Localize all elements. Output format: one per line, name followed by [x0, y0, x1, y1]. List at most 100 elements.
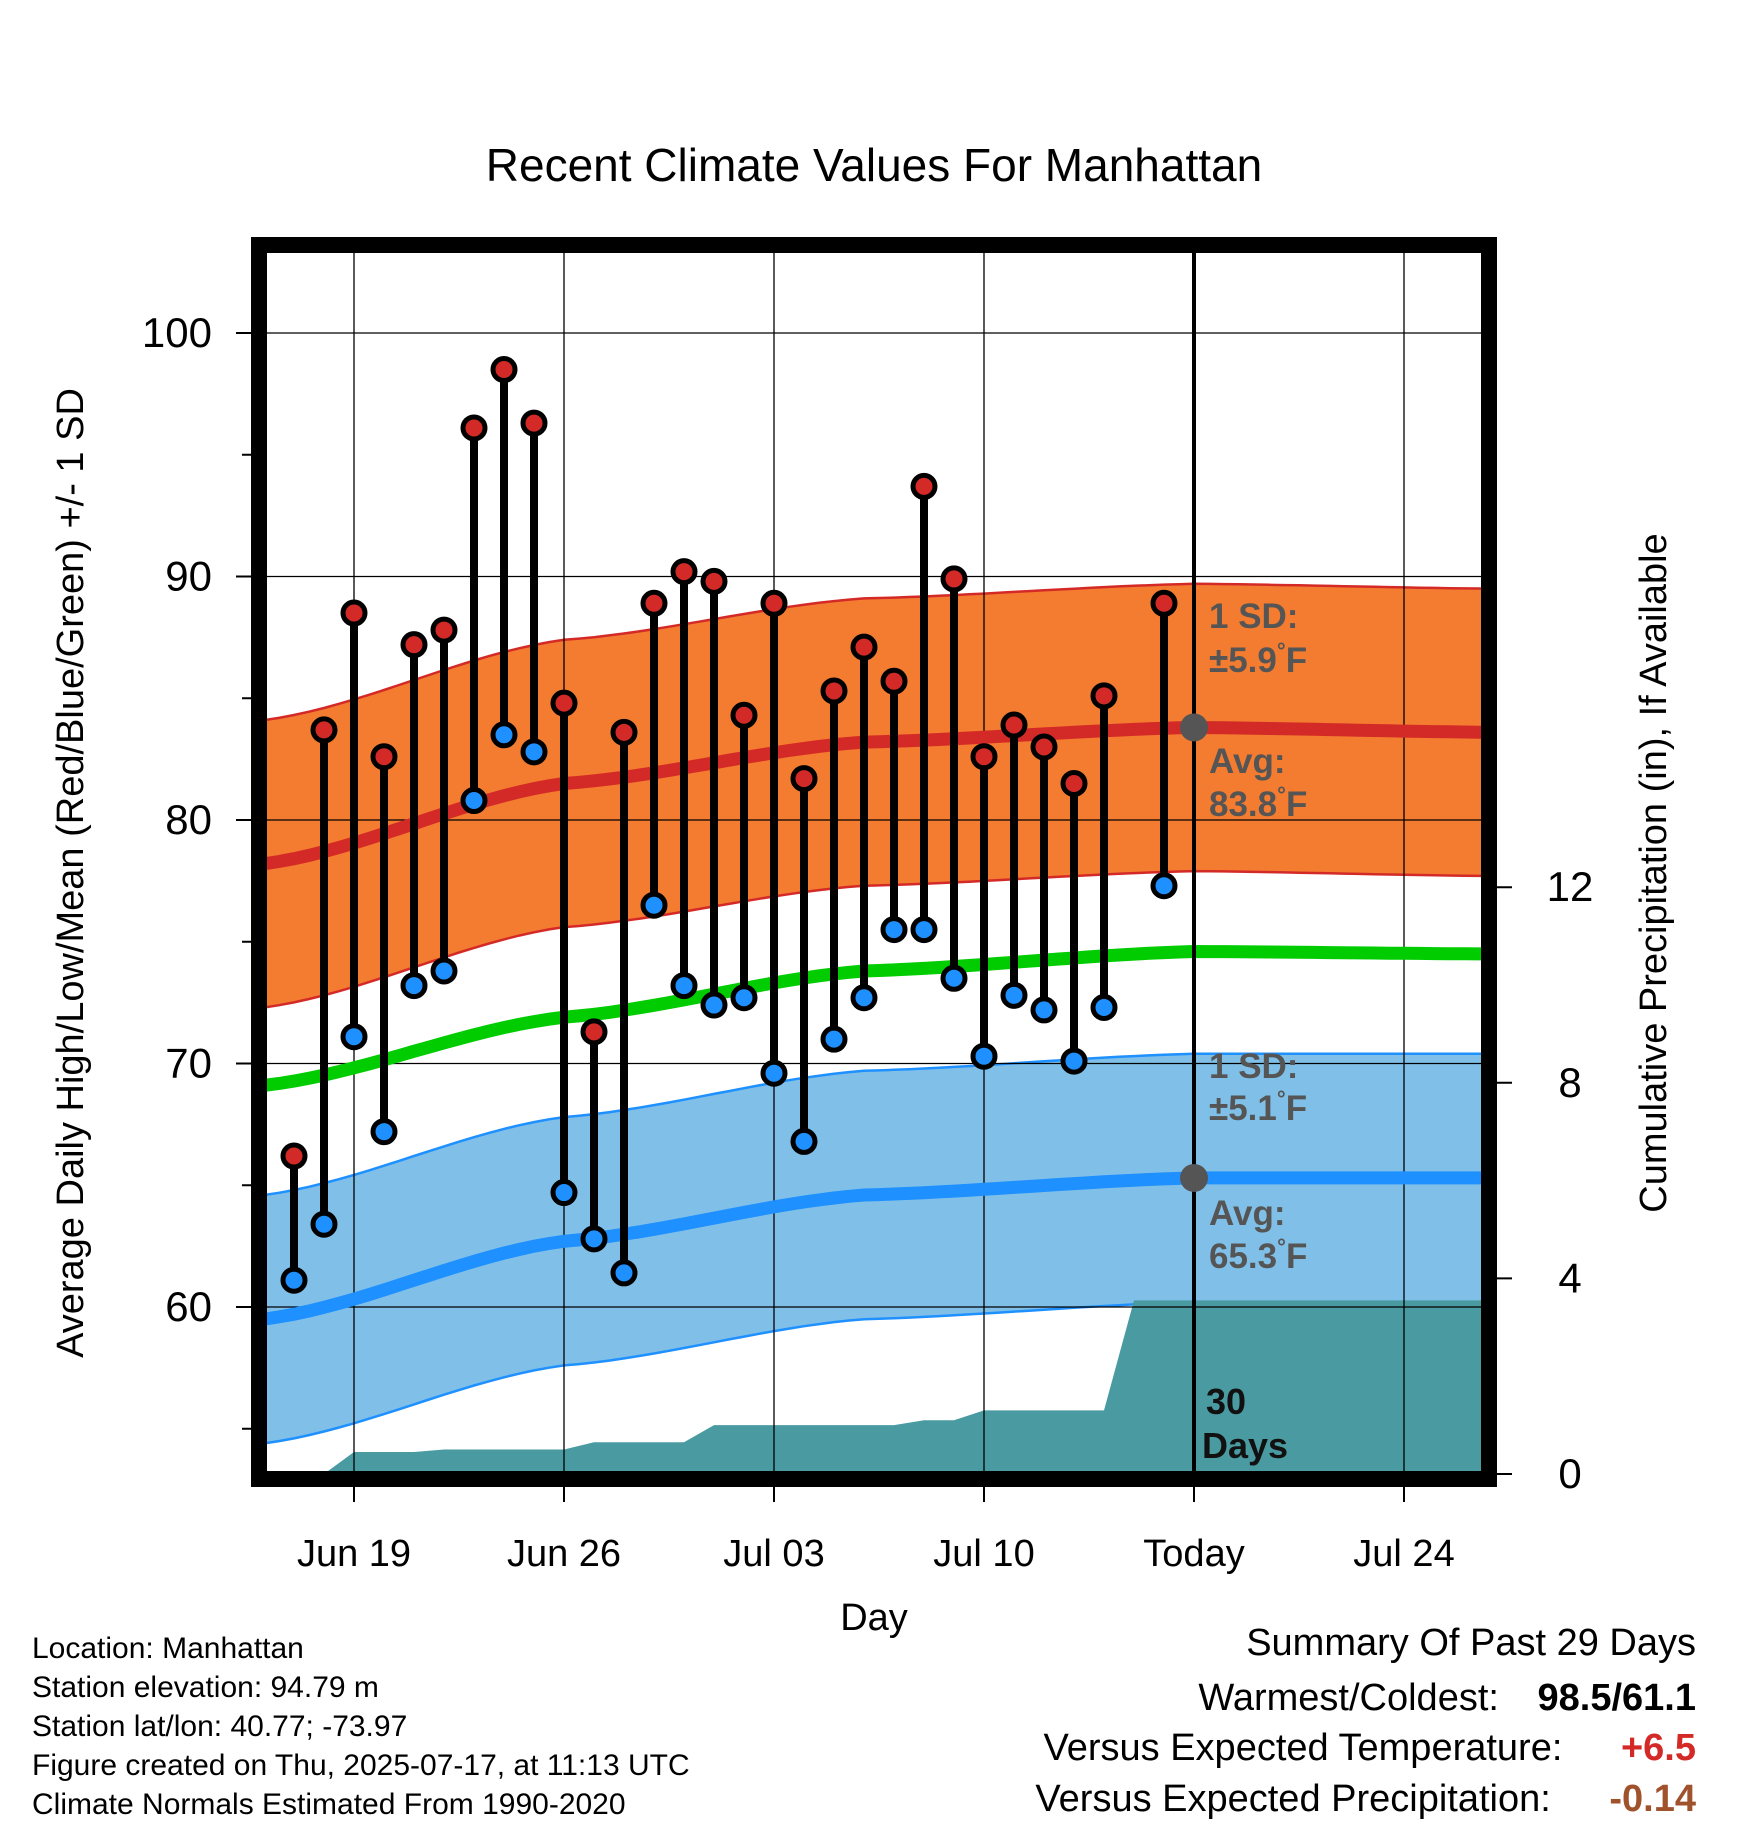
daily-high-point: [550, 689, 578, 717]
low-sd-annotation-label: 1 SD:: [1209, 1047, 1298, 1086]
days-annotation-number: 30: [1206, 1381, 1246, 1422]
daily-low-point: [520, 738, 548, 766]
daily-high-point: [640, 589, 668, 617]
daily-high-point: [700, 567, 728, 595]
daily-low-point: [400, 972, 428, 1000]
footer-elevation: Station elevation: 94.79 m: [32, 1671, 379, 1704]
daily-low-point: [730, 984, 758, 1012]
high-avg-annotation-label: Avg:: [1209, 742, 1285, 781]
y-tick-label: 90: [165, 553, 212, 600]
summary-precip-label: Versus Expected Precipitation:: [1035, 1778, 1551, 1820]
daily-low-point: [940, 964, 968, 992]
daily-high-point: [850, 633, 878, 661]
x-tick-label: Jun 26: [507, 1533, 621, 1575]
daily-high-point: [310, 716, 338, 744]
summary-temp-row: Versus Expected Temperature: +6.5: [1043, 1727, 1696, 1770]
daily-high-point: [730, 701, 758, 729]
plot-frame: [251, 237, 1497, 1487]
daily-low-point: [340, 1023, 368, 1051]
daily-high-point: [820, 677, 848, 705]
low-sd-band: [264, 1053, 1484, 1444]
x-tick-label: Jul 03: [723, 1533, 824, 1575]
y-tick-label: 80: [165, 796, 212, 843]
y2-tick-label: 0: [1558, 1450, 1581, 1497]
daily-high-point: [580, 1018, 608, 1046]
daily-high-point: [610, 718, 638, 746]
summary-warm-cold-value: 98.5/61.1: [1537, 1677, 1696, 1719]
y2-axis-label: Cumulative Precipitation (in), If Availa…: [1633, 533, 1675, 1212]
high-sd-lower-edge: [264, 869, 1484, 1009]
daily-high-point: [1030, 733, 1058, 761]
summary-precip-row: Versus Expected Precipitation: -0.14: [1035, 1778, 1696, 1821]
daily-high-point: [460, 414, 488, 442]
y-axis-label: Average Daily High/Low/Mean (Red/Blue/Gr…: [50, 388, 92, 1358]
daily-low-point: [640, 891, 668, 919]
daily-low-point: [1090, 993, 1118, 1021]
daily-low-point: [490, 721, 518, 749]
daily-high-point: [1060, 769, 1088, 797]
daily-high-point: [970, 743, 998, 771]
summary-heading: Summary Of Past 29 Days: [1246, 1622, 1696, 1664]
plot-clipped: [264, 250, 1484, 1474]
daily-low-point: [910, 916, 938, 944]
high-sd-upper-edge: [264, 582, 1484, 722]
chart-title: Recent Climate Values For Manhattan: [486, 139, 1262, 191]
daily-high-point: [670, 558, 698, 586]
daily-low-point: [430, 957, 458, 985]
high-avg-annotation-value: 83.8°F: [1209, 782, 1307, 824]
low-sd-upper-edge: [264, 1052, 1484, 1197]
footer-info: Location: Manhattan Station elevation: 9…: [32, 1629, 690, 1824]
daily-low-point: [1150, 872, 1178, 900]
daily-high-point: [880, 667, 908, 695]
daily-low-point: [850, 984, 878, 1012]
daily-high-point: [400, 631, 428, 659]
y-tick-label: 60: [165, 1283, 212, 1330]
today-high-avg-marker: [1180, 713, 1208, 742]
daily-low-point: [1030, 996, 1058, 1024]
x-tick-label: Today: [1143, 1533, 1244, 1575]
daily-low-point: [610, 1259, 638, 1287]
daily-high-point: [1000, 711, 1028, 739]
mean-avg-line: [264, 944, 1484, 1092]
daily-low-point: [820, 1025, 848, 1053]
daily-low-point: [670, 972, 698, 1000]
x-tick-label: Jul 24: [1353, 1533, 1454, 1575]
footer-created: Figure created on Thu, 2025-07-17, at 11…: [32, 1749, 690, 1782]
x-tick-label: Jul 10: [933, 1533, 1034, 1575]
daily-high-point: [430, 616, 458, 644]
plot-area: 60 70 80 90 100 0 4 8 12 Jun 19 Jun 26 Jul 03 Jul 10…: [142, 237, 1593, 1575]
daily-high-point: [370, 743, 398, 771]
daily-high-point: [1150, 589, 1178, 617]
summary-precip-value: -0.14: [1609, 1778, 1696, 1820]
summary-warm-cold-label: Warmest/Coldest:: [1198, 1677, 1499, 1719]
footer-normals-note: Climate Normals Estimated From 1990-2020: [32, 1788, 626, 1821]
daily-low-point: [880, 916, 908, 944]
high-sd-annotation-label: 1 SD:: [1209, 597, 1298, 636]
daily-high-point: [520, 409, 548, 437]
daily-high-point: [490, 356, 518, 384]
daily-high-point: [760, 589, 788, 617]
daily-high-point: [340, 599, 368, 627]
summary-temp-value: +6.5: [1620, 1727, 1696, 1769]
summary-temp-label: Versus Expected Temperature:: [1043, 1727, 1563, 1769]
daily-high-point: [790, 765, 818, 793]
daily-high-point: [280, 1142, 308, 1170]
y-tick-label: 100: [142, 309, 212, 356]
y2-tick-label: 4: [1558, 1254, 1581, 1301]
daily-high-point: [940, 565, 968, 593]
daily-low-point: [310, 1210, 338, 1238]
low-avg-line: [264, 1171, 1484, 1326]
summary-warm-cold-row: Warmest/Coldest: 98.5/61.1: [1198, 1677, 1696, 1720]
days-annotation-label: Days: [1202, 1425, 1288, 1466]
daily-low-point: [280, 1266, 308, 1294]
x-tick-label: Jun 19: [297, 1533, 411, 1575]
low-avg-annotation-label: Avg:: [1209, 1194, 1285, 1233]
daily-low-point: [370, 1118, 398, 1146]
daily-low-point: [970, 1042, 998, 1070]
footer-latlon: Station lat/lon: 40.77; -73.97: [32, 1710, 408, 1743]
high-sd-annotation-value: ±5.9°F: [1209, 638, 1307, 680]
y2-tick-label: 8: [1558, 1059, 1581, 1106]
high-sd-band: [264, 583, 1484, 1008]
daily-high-point: [910, 472, 938, 500]
